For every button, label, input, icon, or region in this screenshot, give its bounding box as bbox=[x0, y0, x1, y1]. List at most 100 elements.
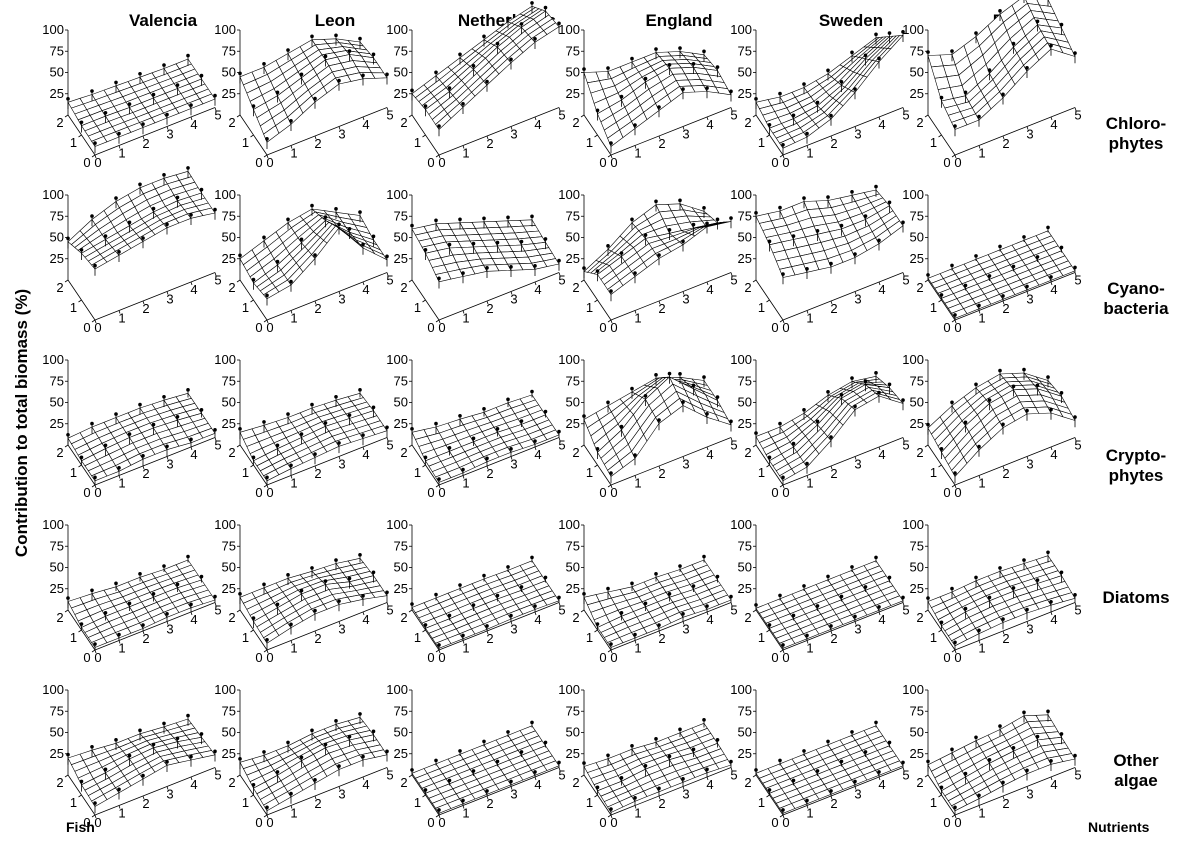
nutrient-tick bbox=[830, 630, 833, 635]
z-tick-label: 75 bbox=[394, 538, 408, 553]
nutrient-tick bbox=[658, 630, 661, 635]
data-point bbox=[93, 642, 97, 646]
nutrient-tick-label: 4 bbox=[190, 117, 197, 132]
fish-tick-label: 0 bbox=[427, 650, 434, 665]
fish-tick-label: 2 bbox=[228, 115, 235, 130]
nutrient-tick bbox=[142, 465, 145, 470]
nutrient-tick-label: 3 bbox=[338, 457, 345, 472]
data-point bbox=[1001, 422, 1005, 427]
nutrient-tick-label: 3 bbox=[682, 127, 689, 142]
group-title-line: Diatoms bbox=[1102, 588, 1169, 607]
nutrient-tick bbox=[266, 814, 269, 819]
nutrient-tick bbox=[486, 135, 489, 140]
data-point bbox=[114, 80, 118, 85]
fish-tick bbox=[263, 484, 268, 488]
data-point bbox=[127, 102, 132, 106]
nutrient-tick bbox=[782, 649, 785, 654]
nutrient-tick bbox=[338, 786, 341, 790]
data-points bbox=[754, 30, 905, 155]
surface-mesh bbox=[755, 725, 904, 814]
data-point bbox=[950, 747, 954, 752]
nutrient-tick bbox=[314, 630, 317, 635]
nutrient-tick-label: 1 bbox=[634, 806, 641, 821]
surface-mesh bbox=[927, 555, 1076, 647]
fish-tick bbox=[64, 774, 69, 778]
z-tick-label: 75 bbox=[222, 703, 236, 718]
data-point bbox=[509, 57, 513, 62]
nutrient-tick bbox=[166, 786, 169, 790]
data-point bbox=[434, 421, 438, 426]
nutrient-tick bbox=[658, 135, 661, 140]
data-point bbox=[334, 33, 338, 38]
nutrient-tick bbox=[682, 786, 685, 790]
nutrient-tick-label: 5 bbox=[730, 603, 737, 618]
data-point bbox=[543, 5, 548, 10]
data-points bbox=[926, 709, 1077, 815]
surface-cell bbox=[371, 749, 388, 758]
nutrient-tick-label: 3 bbox=[338, 292, 345, 307]
nutrient-tick bbox=[438, 484, 441, 489]
data-point bbox=[458, 414, 462, 418]
data-point bbox=[289, 279, 293, 284]
data-point bbox=[485, 624, 489, 628]
nutrient-tick-label: 2 bbox=[1002, 796, 1009, 811]
nutrient-tick bbox=[266, 649, 269, 654]
data-point bbox=[977, 793, 981, 798]
data-point bbox=[901, 220, 905, 225]
nutrient-tick-label: 0 bbox=[610, 485, 617, 500]
data-point bbox=[633, 632, 637, 637]
data-point bbox=[754, 603, 758, 607]
data-point bbox=[337, 78, 341, 83]
data-point bbox=[189, 754, 193, 759]
nutrient-tick bbox=[386, 767, 389, 771]
data-point bbox=[286, 217, 290, 222]
surface-cell bbox=[371, 72, 388, 79]
data-point bbox=[175, 83, 180, 87]
data-point bbox=[815, 769, 820, 773]
data-point bbox=[533, 37, 537, 41]
data-point bbox=[262, 235, 266, 240]
nutrient-tick-label: 2 bbox=[314, 631, 321, 646]
data-point bbox=[974, 575, 978, 580]
data-point bbox=[829, 624, 833, 628]
data-point bbox=[66, 433, 70, 437]
z-tick-label: 50 bbox=[222, 395, 236, 410]
data-point bbox=[715, 738, 720, 742]
fish-tick-label: 2 bbox=[744, 280, 751, 295]
fish-tick bbox=[594, 794, 598, 798]
data-point bbox=[358, 712, 362, 716]
data-point bbox=[767, 455, 772, 460]
data-point bbox=[66, 97, 70, 101]
data-points bbox=[66, 388, 217, 485]
data-point bbox=[114, 738, 118, 742]
data-point bbox=[299, 432, 304, 436]
data-point bbox=[654, 572, 658, 576]
data-point bbox=[781, 272, 785, 276]
z-tick-label: 25 bbox=[394, 581, 408, 596]
data-point bbox=[778, 758, 782, 763]
fish-tick bbox=[938, 134, 942, 138]
data-point bbox=[530, 214, 534, 219]
nutrient-tick bbox=[534, 776, 537, 781]
data-point bbox=[385, 72, 389, 77]
nutrient-tick-label: 3 bbox=[166, 622, 173, 637]
data-point bbox=[678, 46, 682, 50]
data-point bbox=[939, 293, 944, 297]
fish-tick bbox=[408, 114, 413, 118]
z-tick-label: 25 bbox=[566, 251, 580, 266]
data-point bbox=[953, 124, 957, 128]
data-point bbox=[1025, 284, 1029, 289]
nutrient-tick-label: 4 bbox=[878, 117, 885, 132]
surface-mesh bbox=[755, 560, 904, 649]
surface-mesh bbox=[583, 559, 732, 648]
data-point bbox=[66, 596, 70, 600]
data-point bbox=[802, 749, 806, 753]
data-point bbox=[950, 400, 954, 405]
fish-tick-label: 0 bbox=[83, 320, 90, 335]
nutrient-tick bbox=[706, 776, 709, 781]
nutrient-tick-label: 0 bbox=[438, 815, 445, 830]
nutrient-tick-label: 4 bbox=[190, 612, 197, 627]
data-point bbox=[826, 574, 830, 579]
surface-mesh bbox=[927, 714, 1076, 812]
nutrient-tick bbox=[782, 484, 785, 489]
